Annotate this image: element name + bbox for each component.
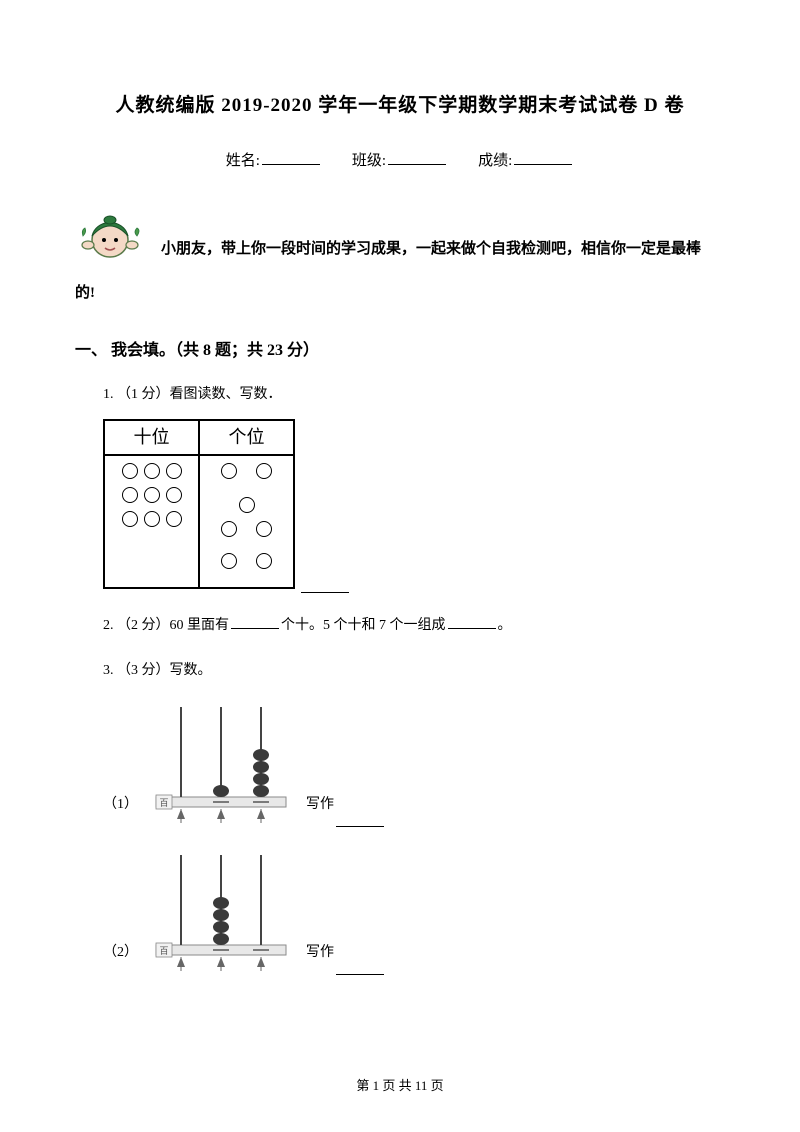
q3-text: 3. （3 分）写数。 (103, 658, 725, 683)
q1-answer-blank[interactable] (301, 579, 349, 593)
class-label: 班级: (352, 153, 386, 169)
svg-text:百: 百 (159, 946, 168, 956)
question-2: 2. （2 分）60 里面有 个十。5 个十和 7 个一组成 。 (103, 613, 725, 638)
name-label: 姓名: (226, 153, 260, 169)
class-blank[interactable] (388, 151, 446, 165)
q1-text: 1. （1 分）看图读数、写数． (103, 382, 725, 407)
intro-line1: 小朋友，带上你一段时间的学习成果，一起来做个自我检测吧，相信你一定是最棒 (161, 234, 725, 268)
question-3: 3. （3 分）写数。 （1） 百 写作 （2） 百 写作 (103, 658, 725, 975)
q2-mid: 个十。5 个十和 7 个一组成 (281, 618, 446, 633)
tens-cell (104, 455, 199, 588)
q2-prefix: 2. （2 分）60 里面有 (103, 618, 229, 633)
score-blank[interactable] (514, 151, 572, 165)
question-1: 1. （1 分）看图读数、写数． 十位 个位 (103, 382, 725, 593)
ones-cell (199, 455, 294, 588)
q3-blank-1[interactable] (336, 813, 384, 827)
score-label: 成绩: (478, 153, 512, 169)
place-value-table: 十位 个位 (103, 419, 295, 589)
q3-label-2: （2） (103, 940, 138, 975)
page-title: 人教统编版 2019-2020 学年一年级下学期数学期末考试试卷 D 卷 (75, 90, 725, 117)
intro-line2: 的! (75, 278, 725, 308)
mascot-icon (75, 198, 145, 268)
page-footer: 第 1 页 共 11 页 (0, 1075, 800, 1094)
abacus-icon: 百 (146, 845, 296, 975)
q2-blank-2[interactable] (448, 615, 496, 629)
q2-blank-1[interactable] (231, 615, 279, 629)
q3-item-1: （1） 百 写作 (103, 697, 725, 827)
q3-item-2: （2） 百 写作 (103, 845, 725, 975)
abacus-icon: 百 (146, 697, 296, 827)
q3-write-1: 写作 (306, 792, 334, 827)
mascot-row: 小朋友，带上你一段时间的学习成果，一起来做个自我检测吧，相信你一定是最棒 (75, 198, 725, 268)
q3-write-2: 写作 (306, 940, 334, 975)
q3-blank-2[interactable] (336, 961, 384, 975)
q2-suffix: 。 (498, 618, 512, 633)
info-line: 姓名: 班级: 成绩: (75, 149, 725, 170)
svg-text:百: 百 (159, 798, 168, 808)
name-blank[interactable] (262, 151, 320, 165)
tens-header: 十位 (104, 420, 199, 454)
q3-label-1: （1） (103, 792, 138, 827)
ones-header: 个位 (199, 420, 294, 454)
section-heading: 一、 我会填。（共 8 题；共 23 分） (75, 336, 725, 360)
